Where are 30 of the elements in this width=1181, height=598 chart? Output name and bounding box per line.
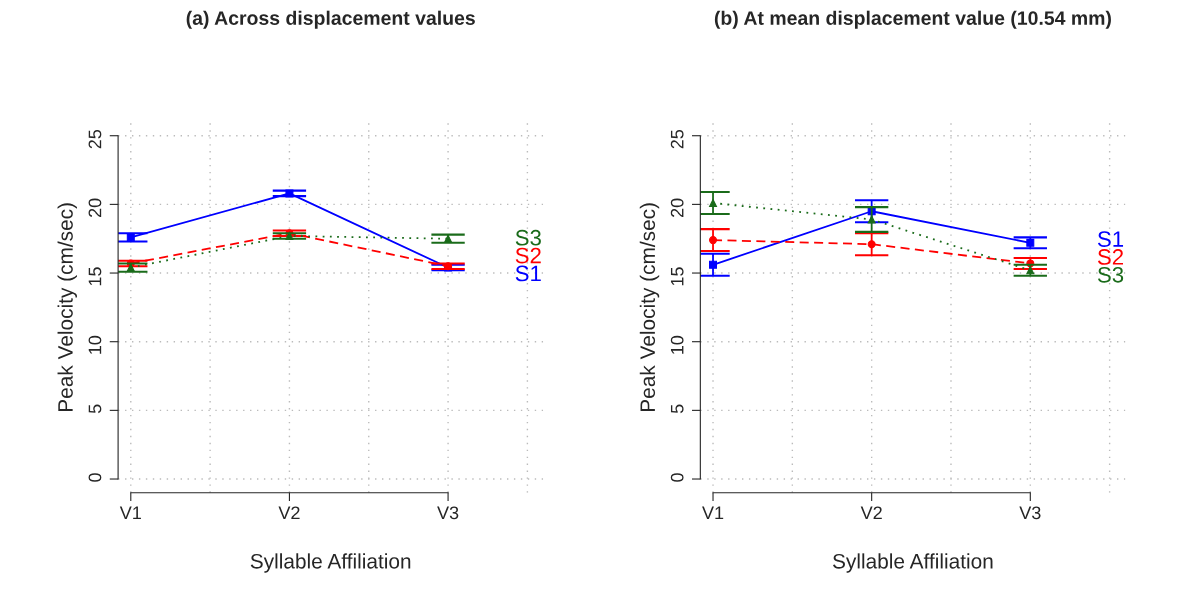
y-tick-label: 5 [88,404,102,414]
y-tick-label: 20 [88,198,102,218]
y-tick-label: 15 [670,267,684,286]
chart-title: (b) At mean displacement value (10.54 mm) [714,10,1111,29]
x-tick-label: V2 [278,506,300,520]
x-axis-title: Syllable Affiliation [250,553,411,573]
y-tick-label: 25 [670,129,684,149]
x-tick-label: V1 [119,506,141,520]
y-tick-label: 10 [88,335,102,354]
y-tick-label: 10 [670,335,684,354]
text: S3 [1097,266,1124,283]
x-tick-label: V3 [437,506,459,520]
text: S3 [515,229,541,246]
y-axis-title: Peak Velocity (cm/sec) [639,203,660,412]
y-axis-title: Peak Velocity (cm/sec) [57,203,77,412]
x-tick-label: V1 [702,506,724,520]
y-tick-label: 25 [88,129,102,149]
y-tick-label: 5 [670,404,684,414]
y-tick-label: 15 [88,267,102,286]
x-tick-label: V3 [1019,506,1041,520]
text: S2 [515,247,541,264]
x-tick-label: V2 [860,506,882,520]
chart-title: (a) Across displacement values [186,10,475,29]
x-axis-title: Syllable Affiliation [832,553,993,573]
y-tick-label: 20 [670,198,684,218]
y-tick-label: 0 [88,473,102,482]
y-tick-label: 0 [670,473,684,482]
text: S1 [515,265,541,282]
text: S2 [1097,249,1123,265]
text: S1 [1097,231,1124,247]
